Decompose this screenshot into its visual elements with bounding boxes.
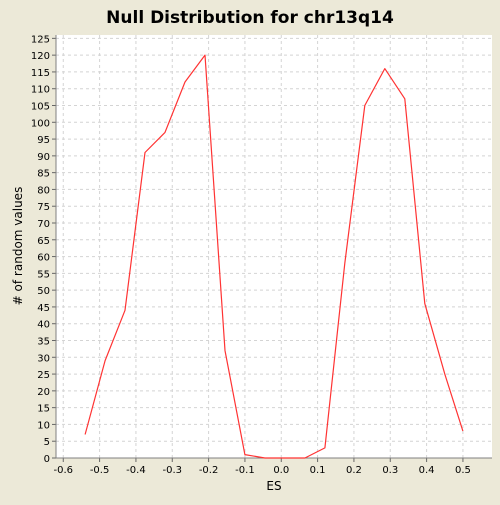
data-point	[384, 68, 386, 70]
series-line	[84, 54, 464, 459]
x-tick-label: 0.0	[273, 465, 289, 476]
y-tick-label: 55	[37, 269, 50, 280]
y-tick-label: 90	[37, 152, 50, 163]
x-tick-label: 0.5	[455, 465, 471, 476]
y-tick-label: 120	[31, 51, 50, 62]
y-tick-label: 80	[37, 185, 50, 196]
x-tick-label: -0.5	[90, 465, 110, 476]
data-point	[164, 131, 166, 133]
x-tick-label: 0.1	[310, 465, 326, 476]
data-point	[244, 454, 246, 456]
y-tick-label: 60	[37, 253, 50, 264]
grid	[56, 35, 492, 459]
y-tick-label: 85	[37, 169, 50, 180]
y-tick-label: 125	[31, 34, 50, 45]
y-tick-label: 40	[37, 320, 50, 331]
data-point	[304, 457, 306, 459]
y-tick-label: 35	[37, 337, 50, 348]
x-tick-label: -0.2	[199, 465, 219, 476]
x-tick-label: -0.1	[235, 465, 255, 476]
x-tick-label: -0.4	[126, 465, 146, 476]
chart-title: Null Distribution for chr13q14	[106, 8, 394, 28]
series-layer	[84, 54, 464, 459]
y-axis-label: # of random values	[11, 187, 25, 306]
data-point	[344, 262, 346, 264]
y-tick-label: 105	[31, 102, 50, 113]
y-tick-label: 70	[37, 219, 50, 230]
data-point	[184, 81, 186, 83]
data-point	[324, 447, 326, 449]
y-tick-label: 115	[31, 68, 50, 79]
y-tick-label: 0	[44, 454, 50, 465]
y-tick-label: 5	[44, 437, 50, 448]
y-tick-label: 50	[37, 286, 50, 297]
x-tick-label: 0.2	[346, 465, 362, 476]
y-tick-label: 45	[37, 303, 50, 314]
y-tick-label: 30	[37, 353, 50, 364]
x-tick-label: -0.6	[54, 465, 74, 476]
y-tick-label: 10	[37, 420, 50, 431]
data-point	[124, 309, 126, 311]
data-point	[444, 373, 446, 375]
y-tick-label: 95	[37, 135, 50, 146]
x-tick-label: 0.3	[382, 465, 398, 476]
data-point	[364, 105, 366, 107]
y-tick-label: 25	[37, 370, 50, 381]
data-point	[144, 152, 146, 154]
data-point	[284, 457, 286, 459]
data-point	[224, 350, 226, 352]
y-tick-label: 110	[31, 85, 50, 96]
data-point	[404, 98, 406, 100]
axes: 0 5 10 15 20 25 30 35 40 45 50 55 60 65 70 75 80 85 90 95 10…	[31, 34, 492, 476]
data-point	[424, 303, 426, 305]
y-tick-label: 20	[37, 387, 50, 398]
data-point	[104, 360, 106, 362]
y-tick-label: 100	[31, 118, 50, 129]
x-axis-label: ES	[266, 479, 281, 493]
y-tick-label: 65	[37, 236, 50, 247]
data-point	[204, 54, 206, 56]
x-tick-label: 0.4	[419, 465, 435, 476]
y-tick-label: 15	[37, 404, 50, 415]
data-point	[264, 457, 266, 459]
data-point	[462, 430, 464, 432]
x-tick-label: -0.3	[163, 465, 183, 476]
data-point	[84, 434, 86, 436]
y-tick-label: 75	[37, 202, 50, 213]
